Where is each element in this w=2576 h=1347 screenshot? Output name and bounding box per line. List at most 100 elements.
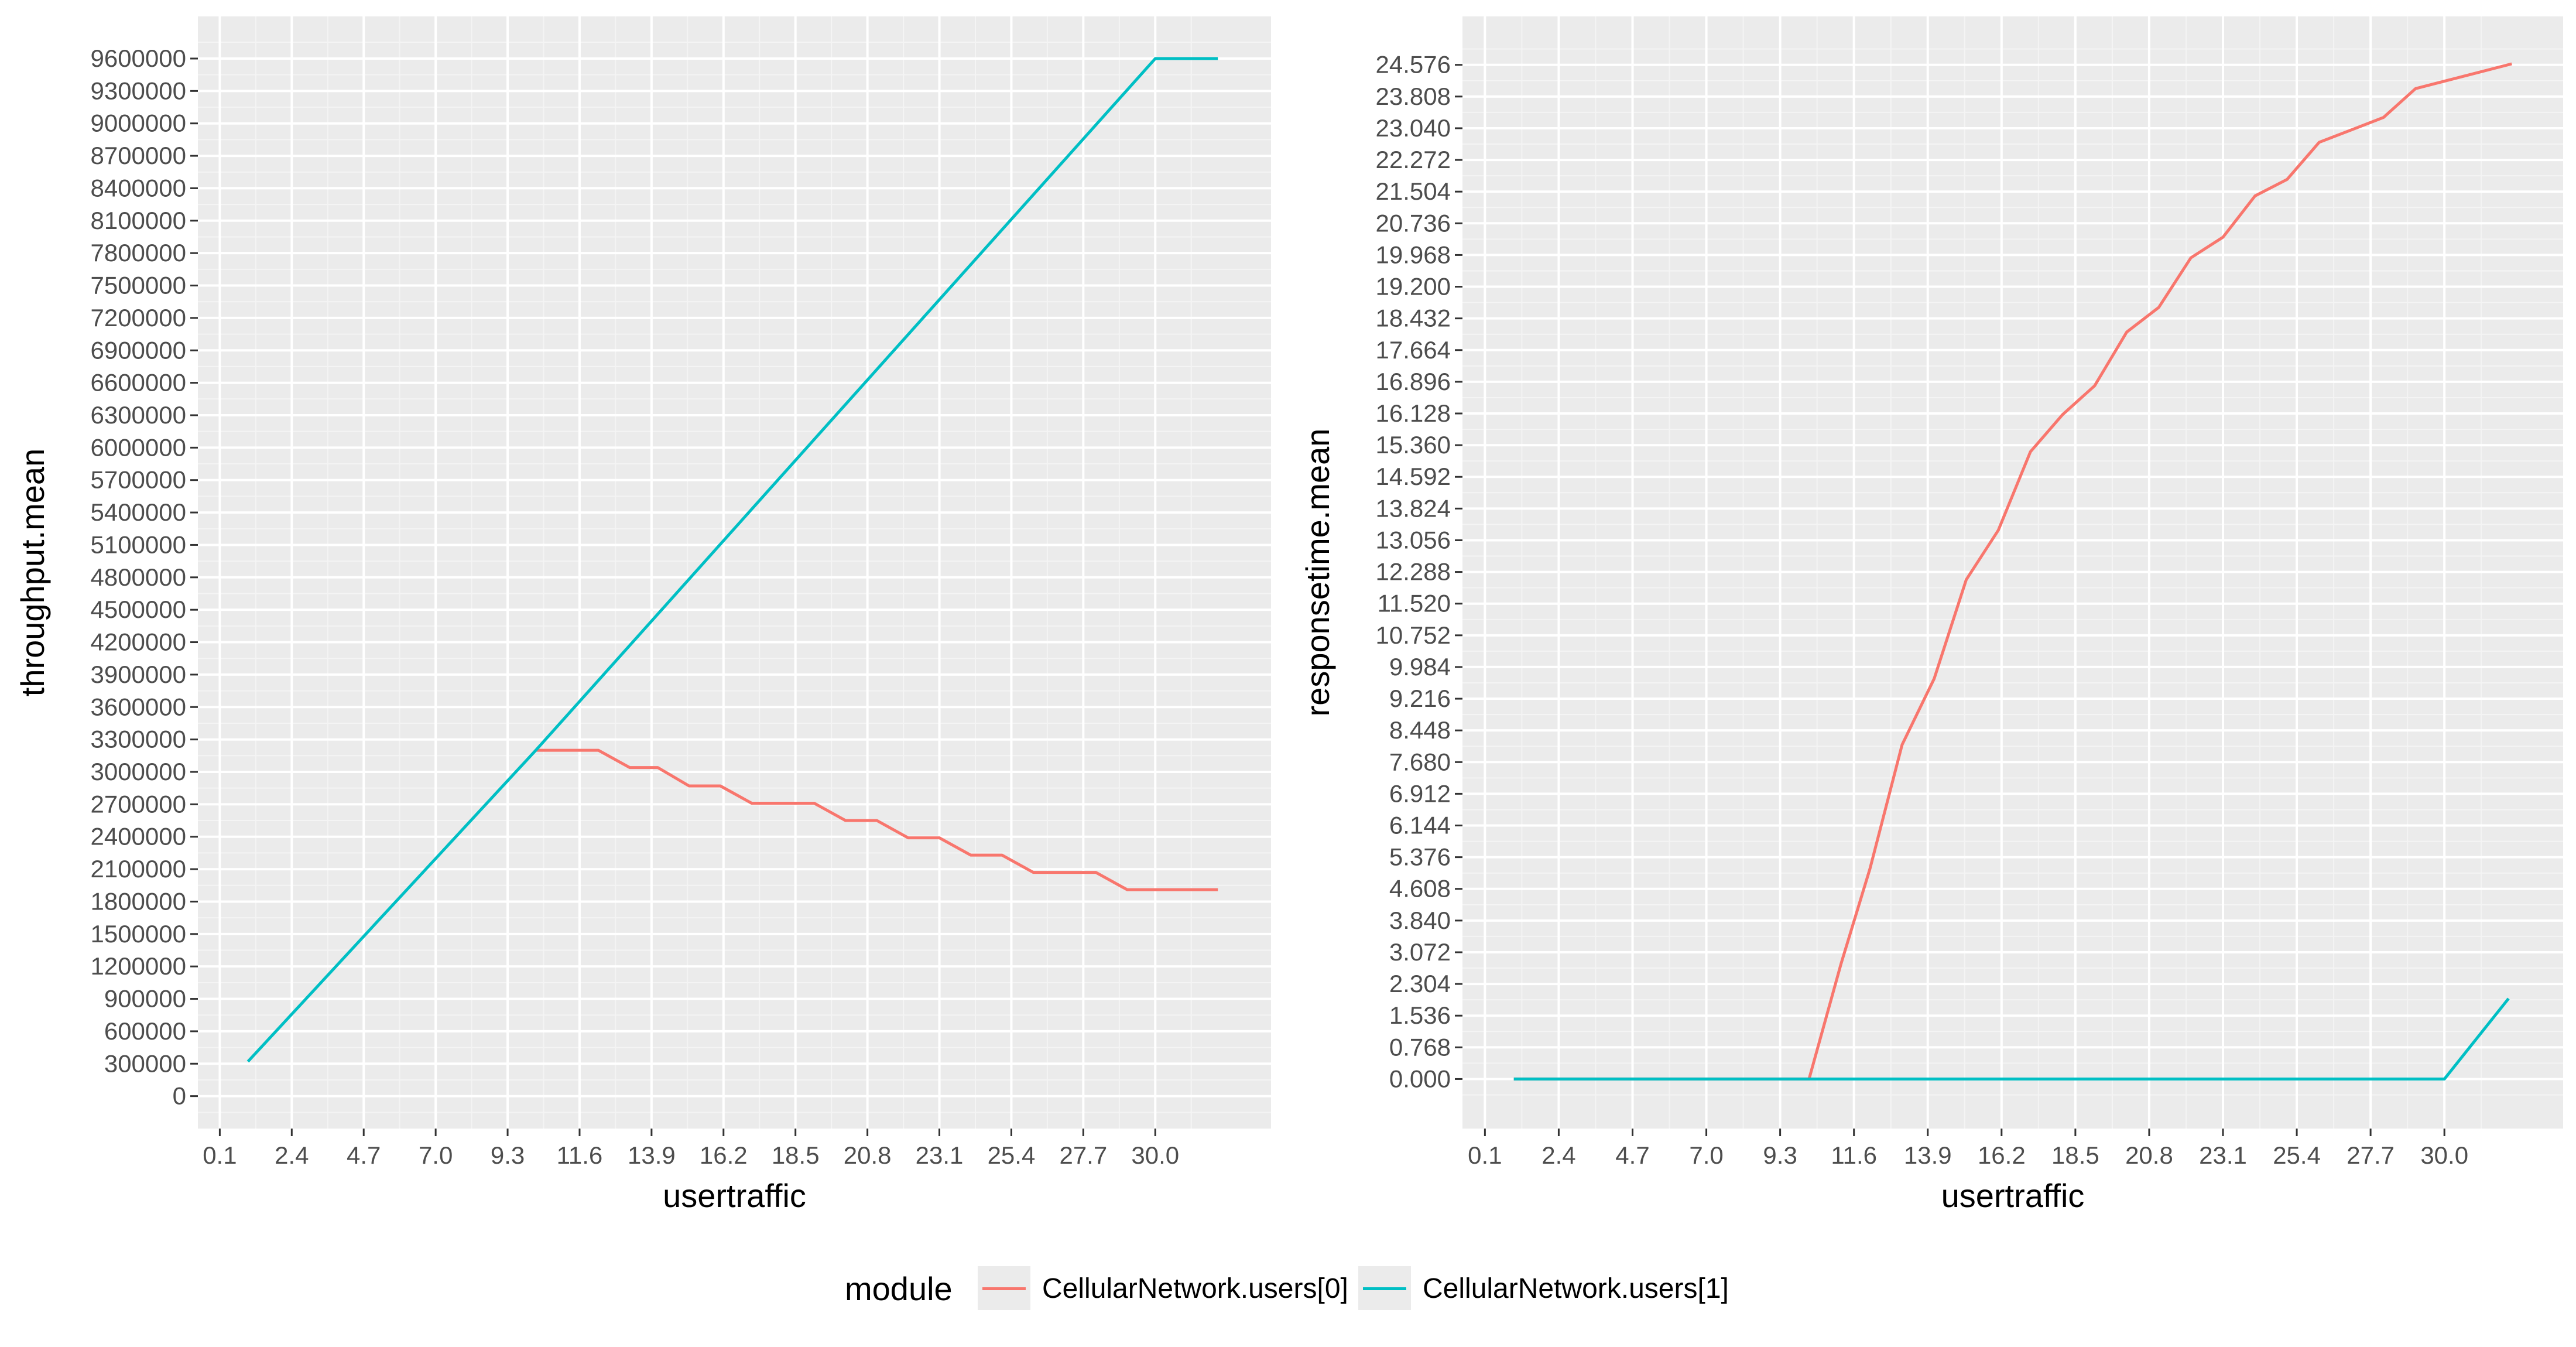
throughput-x-tick-label: 4.7 xyxy=(347,1141,381,1169)
throughput-y-tick-label: 6000000 xyxy=(90,433,186,461)
throughput-x-tick-label: 18.5 xyxy=(772,1141,820,1169)
responsetime-x-tick-label: 16.2 xyxy=(1978,1141,2026,1169)
throughput-y-tick-label: 1800000 xyxy=(90,887,186,915)
throughput-x-tick-label: 13.9 xyxy=(628,1141,676,1169)
responsetime-y-tick-label: 20.736 xyxy=(1376,209,1451,237)
responsetime-x-tick-label: 27.7 xyxy=(2347,1141,2395,1169)
legend-title: module xyxy=(845,1270,953,1307)
responsetime-y-tick-label: 19.968 xyxy=(1376,241,1451,268)
throughput-y-tick-label: 1500000 xyxy=(90,920,186,948)
throughput-y-tick-label: 8700000 xyxy=(90,142,186,169)
responsetime-x-tick-label: 30.0 xyxy=(2420,1141,2468,1169)
responsetime-x-tick-label: 0.1 xyxy=(1468,1141,1502,1169)
responsetime-y-tick-label: 17.664 xyxy=(1376,336,1451,364)
throughput-x-tick-label: 11.6 xyxy=(557,1141,603,1169)
throughput-y-tick-label: 4800000 xyxy=(90,563,186,591)
throughput-y-tick-label: 1200000 xyxy=(90,952,186,980)
throughput-y-tick-label: 7200000 xyxy=(90,304,186,331)
responsetime-y-tick-label: 21.504 xyxy=(1376,177,1451,205)
throughput-y-tick-label: 3000000 xyxy=(90,758,186,785)
responsetime-x-tick-label: 11.6 xyxy=(1831,1141,1877,1169)
throughput-y-tick-label: 600000 xyxy=(104,1017,186,1045)
responsetime-y-tick-label: 18.432 xyxy=(1376,305,1451,332)
responsetime-y-tick-label: 16.896 xyxy=(1376,368,1451,395)
responsetime-y-tick-label: 0.000 xyxy=(1389,1065,1451,1092)
responsetime-y-tick-label: 9.984 xyxy=(1389,653,1451,681)
responsetime-y-tick-label: 22.272 xyxy=(1376,146,1451,173)
throughput-y-tick-label: 4200000 xyxy=(90,628,186,656)
responsetime-y-tick-label: 8.448 xyxy=(1389,716,1451,744)
responsetime-y-tick-label: 5.376 xyxy=(1389,843,1451,871)
responsetime-y-tick-label: 23.808 xyxy=(1376,83,1451,110)
throughput-chart: 0.1 2.4 4.7 7.0 9.3 11.6 13.9 16.2 18.5 20.8 23.1 2… xyxy=(14,16,1271,1214)
responsetime-y-tick-label: 11.520 xyxy=(1378,590,1451,617)
responsetime-y-tick-label: 24.576 xyxy=(1376,51,1451,78)
responsetime-x-axis-title: usertraffic xyxy=(1941,1177,2085,1214)
throughput-y-tick-label: 6600000 xyxy=(90,369,186,396)
responsetime-y-tick-label: 19.200 xyxy=(1376,273,1451,300)
throughput-x-tick-label: 16.2 xyxy=(700,1141,748,1169)
responsetime-x-tick-label: 4.7 xyxy=(1615,1141,1649,1169)
responsetime-x-tick-label: 2.4 xyxy=(1542,1141,1575,1169)
legend-line-users1 xyxy=(1363,1287,1406,1290)
responsetime-series-line-users1 xyxy=(1513,997,2510,1081)
legend-key-users1 xyxy=(1358,1266,1411,1310)
throughput-series-line-users1 xyxy=(246,57,1218,1063)
responsetime-y-tick-label: 15.360 xyxy=(1376,431,1451,459)
responsetime-y-tick-label: 10.752 xyxy=(1376,621,1451,649)
throughput-y-tick-label: 900000 xyxy=(104,985,186,1013)
responsetime-y-tick-label: 16.128 xyxy=(1376,399,1451,427)
throughput-plot-background xyxy=(198,16,1271,1129)
legend-label-users0: CellularNetwork.users[0] xyxy=(1042,1273,1348,1304)
throughput-x-tick-label: 23.1 xyxy=(916,1141,964,1169)
responsetime-x-tick-label: 23.1 xyxy=(2199,1141,2247,1169)
throughput-y-tick-label: 9000000 xyxy=(90,110,186,137)
responsetime-y-tick-label: 6.912 xyxy=(1389,780,1451,807)
throughput-y-tick-label: 2700000 xyxy=(90,790,186,818)
throughput-y-tick-label: 4500000 xyxy=(90,596,186,623)
throughput-y-tick-label: 2400000 xyxy=(90,823,186,850)
throughput-x-tick-label: 0.1 xyxy=(203,1141,237,1169)
throughput-series-line-users0 xyxy=(536,748,1218,891)
throughput-y-axis-title: throughput.mean xyxy=(14,449,51,696)
responsetime-y-axis-title: responsetime.mean xyxy=(1299,429,1336,717)
responsetime-y-tick-label: 3.840 xyxy=(1389,907,1451,934)
legend-line-users0 xyxy=(982,1287,1026,1290)
throughput-y-tick-label: 8100000 xyxy=(90,207,186,234)
throughput-y-tick-label: 3600000 xyxy=(90,693,186,720)
responsetime-y-tick-label: 23.040 xyxy=(1376,114,1451,142)
responsetime-x-tick-label: 20.8 xyxy=(2125,1141,2173,1169)
throughput-x-tick-label: 30.0 xyxy=(1131,1141,1179,1169)
responsetime-y-tick-label: 12.288 xyxy=(1376,558,1451,586)
responsetime-y-tick-label: 13.056 xyxy=(1376,526,1451,553)
responsetime-y-tick-label: 14.592 xyxy=(1376,463,1451,490)
responsetime-y-tick-label: 7.680 xyxy=(1389,748,1451,775)
throughput-y-tick-label: 0 xyxy=(173,1082,186,1110)
throughput-y-tick-label: 9600000 xyxy=(90,45,186,72)
legend-key-users0 xyxy=(978,1266,1030,1310)
throughput-y-tick-label: 7800000 xyxy=(90,239,186,266)
responsetime-y-tick-label: 13.824 xyxy=(1376,494,1451,522)
responsetime-x-tick-label: 25.4 xyxy=(2273,1141,2321,1169)
responsetime-y-tick-label: 6.144 xyxy=(1389,812,1451,839)
throughput-y-tick-label: 6300000 xyxy=(90,401,186,429)
responsetime-x-tick-label: 13.9 xyxy=(1904,1141,1952,1169)
responsetime-x-tick-label: 18.5 xyxy=(2051,1141,2099,1169)
responsetime-y-tick-label: 9.216 xyxy=(1389,685,1451,712)
responsetime-y-tick-label: 3.072 xyxy=(1389,938,1451,966)
throughput-y-tick-label: 3300000 xyxy=(90,726,186,753)
throughput-y-tick-label: 9300000 xyxy=(90,77,186,104)
throughput-y-tick-label: 3900000 xyxy=(90,661,186,688)
throughput-y-tick-label: 5700000 xyxy=(90,466,186,494)
throughput-y-tick-label: 2100000 xyxy=(90,855,186,883)
throughput-x-tick-label: 20.8 xyxy=(844,1141,892,1169)
throughput-x-tick-label: 9.3 xyxy=(491,1141,525,1169)
throughput-x-tick-label: 25.4 xyxy=(988,1141,1036,1169)
responsetime-y-tick-label: 1.536 xyxy=(1389,1001,1451,1029)
responsetime-y-tick-label: 2.304 xyxy=(1389,970,1451,997)
responsetime-y-tick-label: 0.768 xyxy=(1389,1033,1451,1061)
throughput-x-tick-label: 7.0 xyxy=(419,1141,453,1169)
throughput-x-tick-label: 27.7 xyxy=(1059,1141,1107,1169)
throughput-y-tick-label: 5400000 xyxy=(90,498,186,526)
